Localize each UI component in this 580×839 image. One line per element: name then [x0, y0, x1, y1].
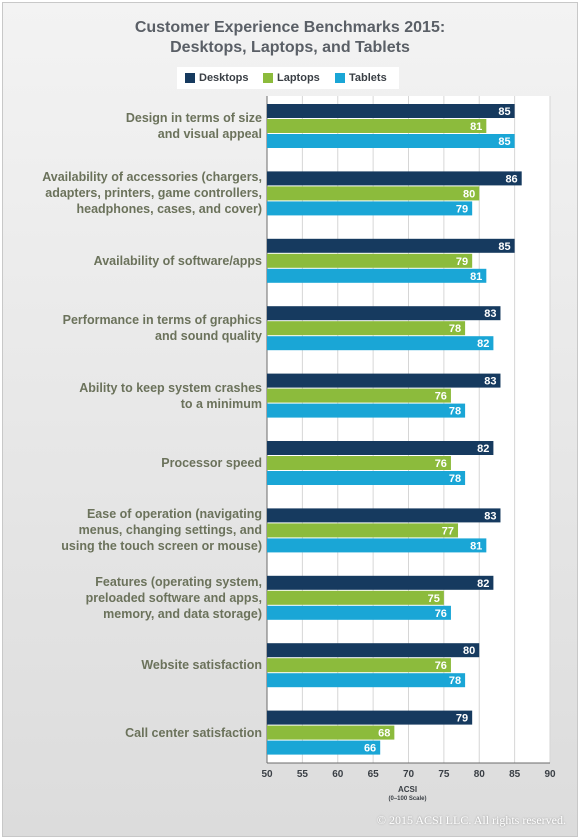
bar-value-label: 78	[449, 406, 461, 418]
bar-value-label: 83	[484, 308, 496, 320]
x-tick-label: 65	[368, 769, 380, 780]
bar-value-label: 68	[378, 728, 390, 740]
bar-value-label: 81	[470, 540, 482, 552]
bar-value-label: 79	[456, 713, 468, 725]
bar-tablets	[267, 471, 466, 485]
x-axis-title: ACSI	[398, 785, 417, 794]
legend-swatch-tablets	[335, 73, 345, 83]
bar-value-label: 78	[449, 473, 461, 485]
bar-desktops	[267, 171, 522, 186]
bar-laptops	[267, 658, 451, 673]
bar-value-label: 82	[477, 443, 489, 455]
bar-desktops	[267, 643, 480, 658]
legend-swatch-desktops	[185, 73, 195, 83]
bar-value-label: 83	[484, 510, 496, 522]
bar-desktops	[267, 710, 473, 725]
category-label: Website satisfaction	[141, 658, 262, 673]
bar-value-label: 80	[463, 188, 475, 200]
category-label: Ability to keep system crashes to a mini…	[79, 380, 262, 411]
bar-tablets	[267, 740, 381, 755]
x-tick-label: 85	[509, 769, 521, 780]
legend-label-desktops: Desktops	[199, 72, 249, 84]
bar-desktops	[267, 306, 501, 321]
bar-tablets	[267, 403, 466, 418]
bar-desktops	[267, 104, 515, 118]
bar-tablets	[267, 134, 515, 148]
chart-title-line-2: Desktops, Laptops, and Tablets	[170, 39, 410, 56]
bar-value-label: 82	[477, 578, 489, 590]
bar-value-label: 76	[435, 608, 447, 620]
bar-tablets	[267, 605, 451, 620]
bar-laptops	[267, 590, 444, 605]
bar-laptops	[267, 388, 451, 403]
category-label: Availability of software/apps	[93, 253, 262, 268]
bar-value-label: 85	[498, 241, 510, 253]
bar-tablets	[267, 201, 473, 216]
x-tick-label: 55	[297, 769, 309, 780]
category-label: Ease of operation (navigating menus, cha…	[61, 507, 262, 554]
legend-label-laptops: Laptops	[277, 72, 320, 84]
bar-desktops	[267, 238, 515, 253]
chart-title-line-1: Customer Experience Benchmarks 2015:	[134, 19, 446, 36]
bar-value-label: 78	[449, 323, 461, 335]
bar-value-label: 76	[435, 660, 447, 672]
copyright-notice: © 2015 ACSI LLC. All rights reserved.	[376, 813, 566, 827]
bar-value-label: 75	[428, 593, 440, 605]
category-label: Performance in terms of graphics and sou…	[62, 313, 262, 344]
category-label: Availability of accessories (chargers, a…	[42, 170, 262, 217]
bar-desktops	[267, 575, 494, 590]
bar-value-label: 81	[470, 271, 482, 283]
bar-value-label: 79	[456, 256, 468, 268]
bar-laptops	[267, 253, 473, 268]
bar-tablets	[267, 673, 466, 688]
bar-value-label: 77	[442, 525, 454, 537]
bar-laptops	[267, 321, 466, 336]
bar-value-label: 85	[498, 136, 510, 148]
category-label: Features (operating system, preloaded so…	[85, 574, 262, 621]
legend: Desktops Laptops Tablets	[177, 67, 399, 89]
bar-laptops	[267, 119, 487, 133]
legend-swatch-laptops	[263, 73, 273, 83]
bar-laptops	[267, 186, 480, 201]
x-tick-label: 70	[403, 769, 415, 780]
bar-laptops	[267, 725, 395, 740]
bar-value-label: 79	[456, 203, 468, 215]
category-label: Processor speed	[161, 456, 262, 470]
x-axis-subtitle: (0–100 Scale)	[388, 796, 426, 802]
bar-desktops	[267, 508, 501, 523]
bar-laptops	[267, 456, 451, 470]
category-label: Design in terms of size and visual appea…	[125, 111, 262, 141]
x-tick-label: 60	[332, 769, 344, 780]
bar-value-label: 80	[463, 645, 475, 657]
bar-value-label: 76	[435, 391, 447, 403]
x-tick-label: 50	[261, 769, 273, 780]
bar-value-label: 81	[470, 121, 482, 133]
category-label: Call center satisfaction	[125, 725, 262, 740]
bar-value-label: 76	[435, 458, 447, 470]
bar-value-label: 78	[449, 675, 461, 687]
bar-desktops	[267, 373, 501, 388]
x-tick-label: 90	[544, 769, 556, 780]
bar-desktops	[267, 441, 494, 455]
x-tick-label: 80	[474, 769, 486, 780]
bar-value-label: 83	[484, 376, 496, 388]
bar-tablets	[267, 336, 494, 351]
bar-tablets	[267, 268, 487, 283]
bar-laptops	[267, 523, 459, 538]
x-tick-label: 75	[438, 769, 450, 780]
bar-value-label: 66	[364, 743, 376, 755]
bar-value-label: 85	[498, 106, 510, 118]
bar-value-label: 82	[477, 338, 489, 350]
legend-label-tablets: Tablets	[349, 72, 387, 84]
bar-value-label: 86	[505, 173, 517, 185]
bar-tablets	[267, 538, 487, 553]
